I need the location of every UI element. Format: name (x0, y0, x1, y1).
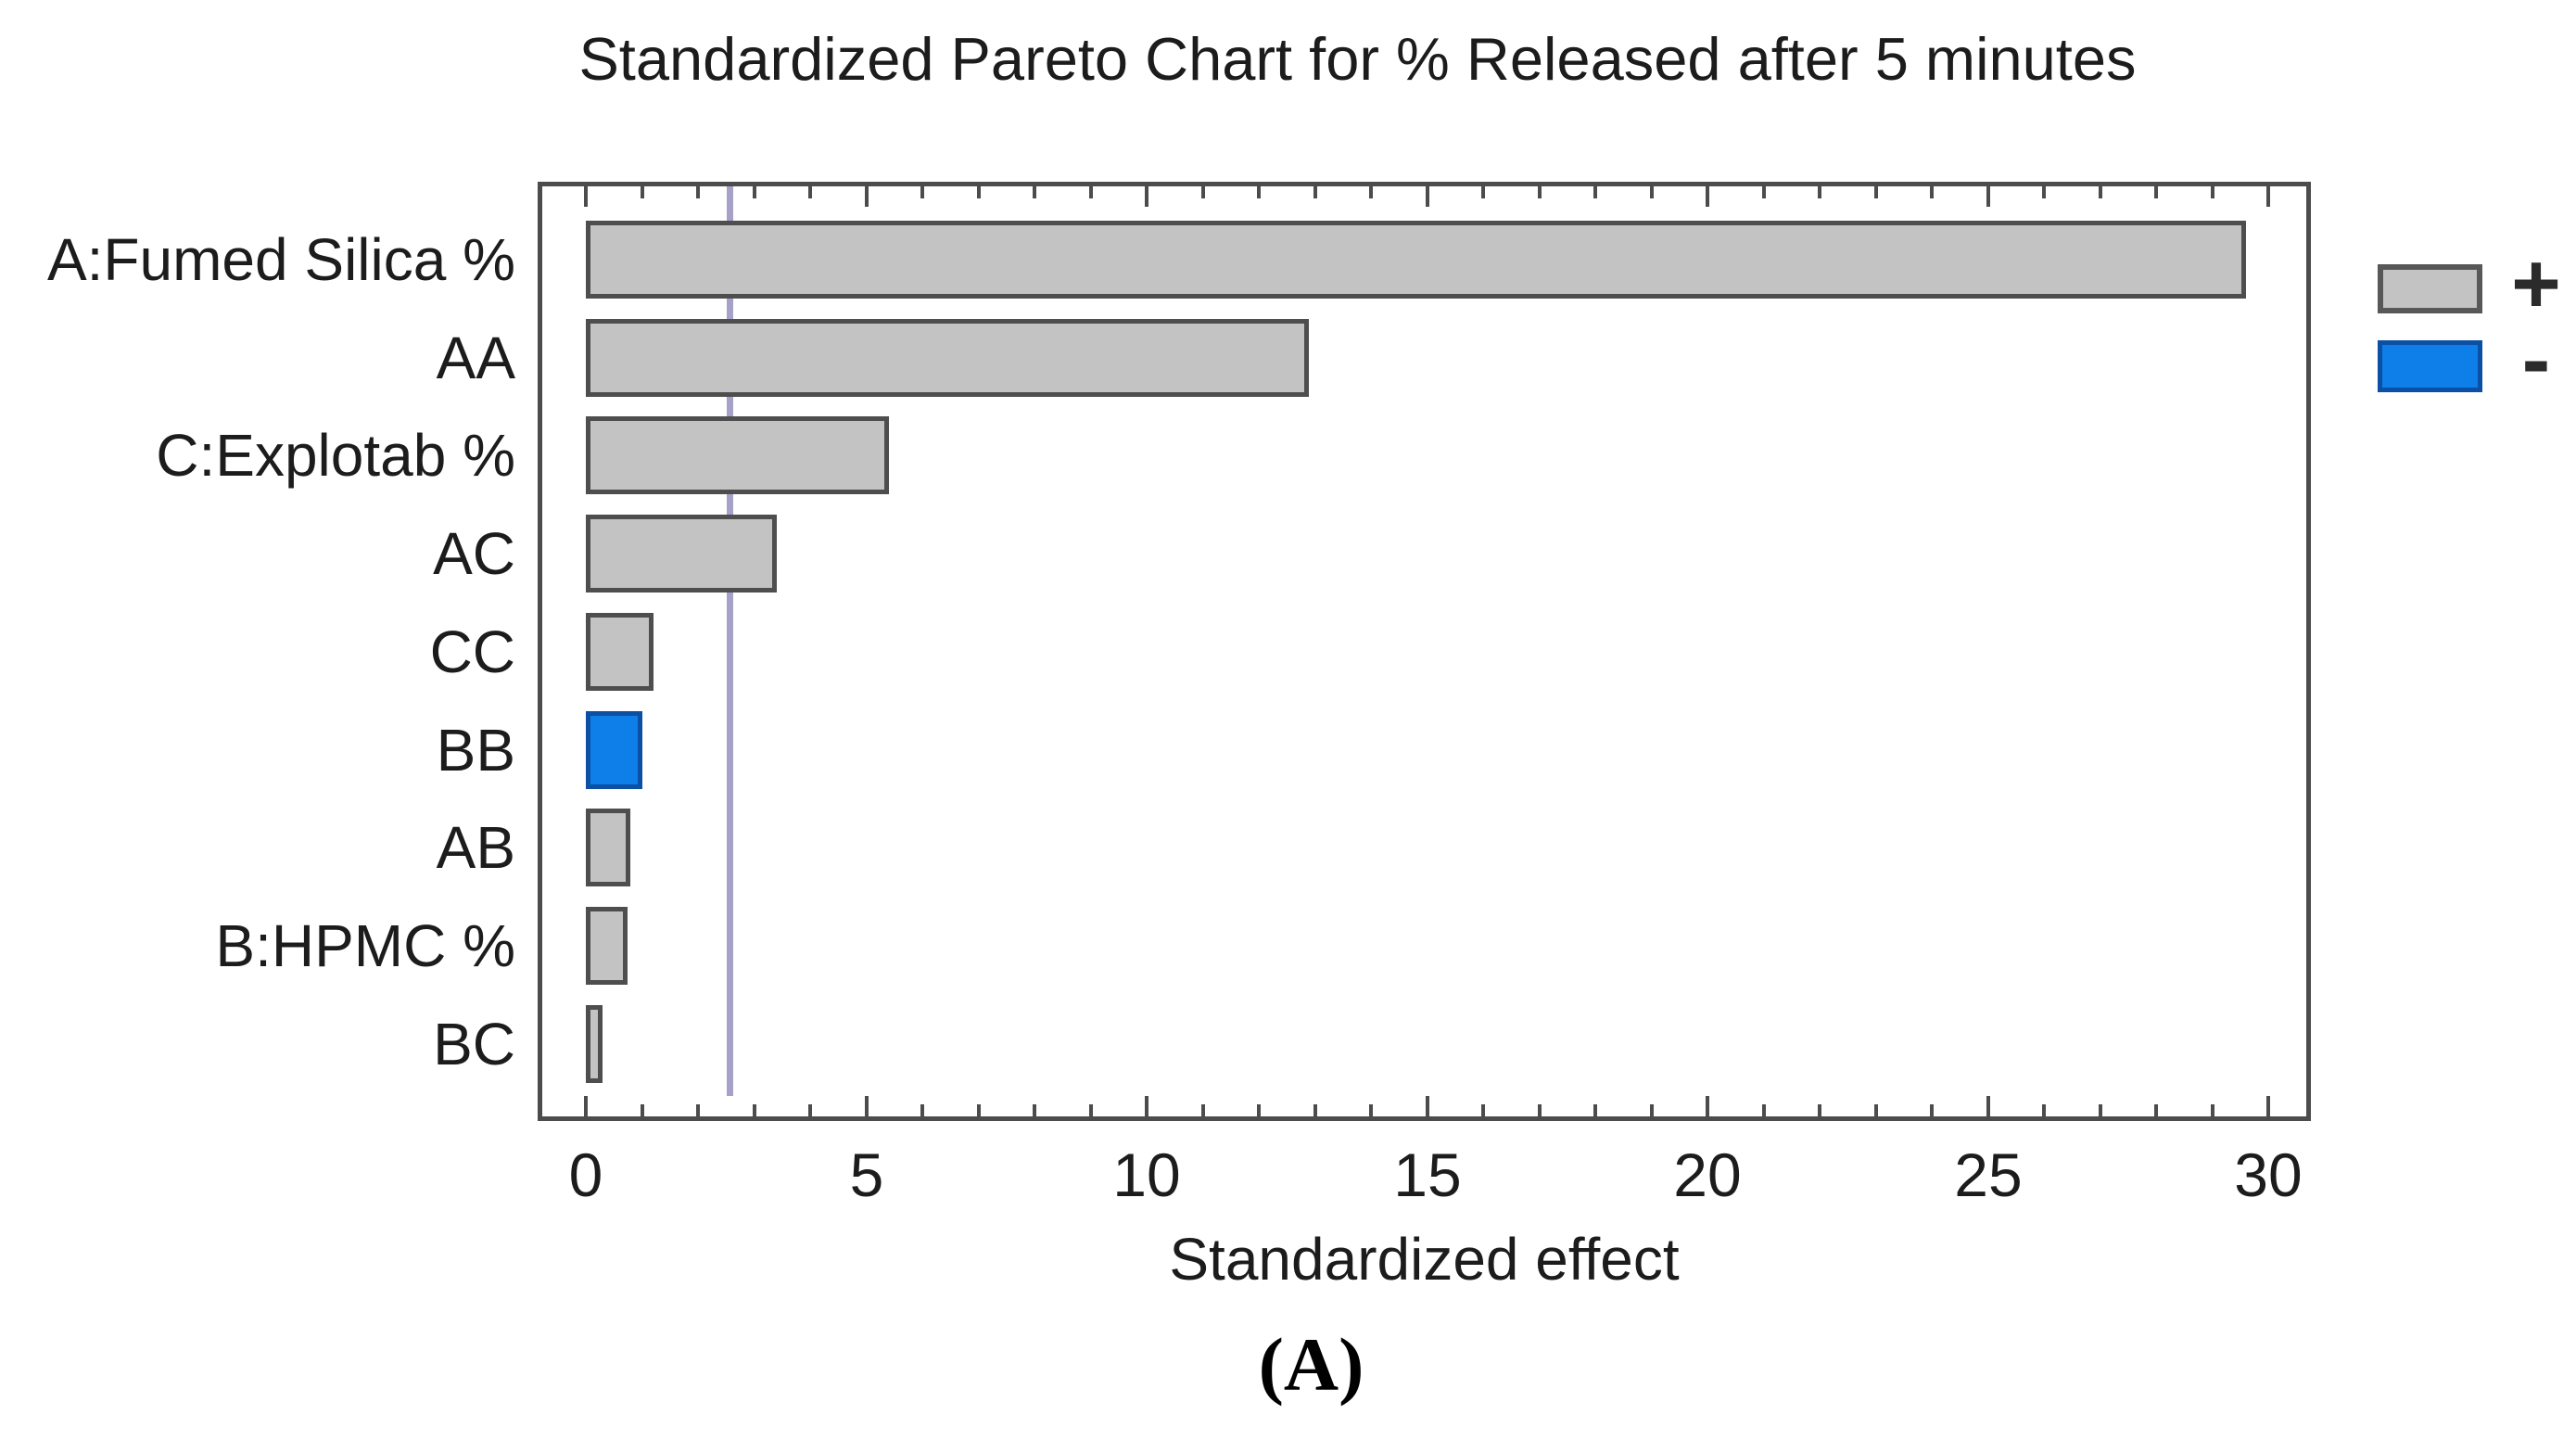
minor-tick-bottom-17 (1538, 1104, 1542, 1116)
major-tick-bottom-30 (2266, 1096, 2270, 1116)
legend-swatch-positive (2378, 264, 2482, 313)
x-tick-label-15: 15 (1393, 1141, 1462, 1209)
major-tick-bottom-25 (1986, 1096, 1990, 1116)
minor-tick-top-26 (2042, 186, 2046, 198)
bar-BB (586, 710, 642, 789)
y-axis-label-CC: CC (429, 618, 515, 685)
minor-tick-top-6 (920, 186, 924, 198)
minor-tick-bottom-19 (1650, 1104, 1654, 1116)
x-tick-label-10: 10 (1112, 1141, 1181, 1209)
y-axis-label-AA: AA (436, 324, 515, 391)
major-tick-top-15 (1426, 186, 1429, 207)
minor-tick-bottom-24 (1930, 1104, 1934, 1116)
y-axis-label-B-HPMC-: B:HPMC % (215, 911, 515, 979)
minor-tick-top-7 (977, 186, 981, 198)
minor-tick-top-1 (641, 186, 644, 198)
minor-tick-bottom-8 (1033, 1104, 1036, 1116)
minor-tick-top-16 (1481, 186, 1485, 198)
minor-tick-bottom-22 (1818, 1104, 1821, 1116)
minor-tick-bottom-2 (696, 1104, 700, 1116)
minor-tick-top-21 (1762, 186, 1766, 198)
minor-tick-top-19 (1650, 186, 1654, 198)
y-axis-label-BB: BB (436, 716, 515, 784)
minor-tick-top-8 (1033, 186, 1036, 198)
minor-tick-top-13 (1313, 186, 1317, 198)
minor-tick-top-14 (1369, 186, 1373, 198)
x-tick-label-25: 25 (1954, 1141, 2023, 1209)
minor-tick-bottom-21 (1762, 1104, 1766, 1116)
major-tick-top-30 (2266, 186, 2270, 207)
minor-tick-bottom-3 (753, 1104, 756, 1116)
bar-AC (586, 515, 777, 593)
minor-tick-top-18 (1593, 186, 1597, 198)
x-tick-label-30: 30 (2234, 1141, 2303, 1209)
major-tick-bottom-20 (1706, 1096, 1709, 1116)
major-tick-bottom-5 (865, 1096, 869, 1116)
chart-title: Standardized Pareto Chart for % Released… (578, 25, 2137, 93)
y-axis-label-AB: AB (436, 814, 515, 882)
legend-label-positive: + (2511, 236, 2561, 331)
major-tick-bottom-15 (1426, 1096, 1429, 1116)
minor-tick-bottom-7 (977, 1104, 981, 1116)
x-tick-label-5: 5 (849, 1141, 884, 1209)
major-tick-top-20 (1706, 186, 1709, 207)
major-tick-top-10 (1145, 186, 1148, 207)
bar-B-HPMC- (586, 906, 628, 985)
minor-tick-top-29 (2211, 186, 2214, 198)
minor-tick-top-22 (1818, 186, 1821, 198)
minor-tick-bottom-26 (2042, 1104, 2046, 1116)
minor-tick-bottom-29 (2211, 1104, 2214, 1116)
major-tick-top-25 (1986, 186, 1990, 207)
minor-tick-bottom-28 (2154, 1104, 2158, 1116)
legend-label-negative: - (2521, 312, 2551, 407)
major-tick-bottom-0 (584, 1096, 588, 1116)
minor-tick-bottom-16 (1481, 1104, 1485, 1116)
bar-AA (586, 318, 1309, 397)
major-tick-top-5 (865, 186, 869, 207)
major-tick-bottom-10 (1145, 1096, 1148, 1116)
bar-CC (586, 612, 654, 691)
minor-tick-top-23 (1874, 186, 1878, 198)
minor-tick-top-11 (1201, 186, 1205, 198)
y-axis-label-BC: BC (433, 1010, 515, 1077)
x-axis-label: Standardized effect (1169, 1226, 1680, 1293)
minor-tick-top-28 (2154, 186, 2158, 198)
minor-tick-bottom-23 (1874, 1104, 1878, 1116)
minor-tick-bottom-13 (1313, 1104, 1317, 1116)
minor-tick-top-27 (2099, 186, 2102, 198)
minor-tick-top-17 (1538, 186, 1542, 198)
minor-tick-bottom-12 (1257, 1104, 1261, 1116)
minor-tick-top-2 (696, 186, 700, 198)
minor-tick-top-3 (753, 186, 756, 198)
minor-tick-bottom-6 (920, 1104, 924, 1116)
y-axis-label-C-Explotab-: C:Explotab % (156, 422, 515, 490)
bar-AB (586, 809, 630, 887)
plot-area (538, 182, 2311, 1121)
minor-tick-top-4 (808, 186, 812, 198)
minor-tick-bottom-1 (641, 1104, 644, 1116)
x-tick-label-0: 0 (568, 1141, 603, 1209)
significance-reference-line (727, 186, 733, 1096)
x-tick-label-20: 20 (1673, 1141, 1742, 1209)
legend-swatch-negative (2378, 340, 2482, 392)
bar-C-Explotab- (586, 416, 889, 495)
minor-tick-top-24 (1930, 186, 1934, 198)
minor-tick-bottom-4 (808, 1104, 812, 1116)
major-tick-top-0 (584, 186, 588, 207)
minor-tick-bottom-11 (1201, 1104, 1205, 1116)
minor-tick-bottom-14 (1369, 1104, 1373, 1116)
bar-BC (586, 1004, 603, 1083)
minor-tick-bottom-27 (2099, 1104, 2102, 1116)
minor-tick-top-9 (1089, 186, 1093, 198)
figure-caption: (A) (1258, 1322, 1364, 1407)
y-axis-label-A-Fumed-Silica-: A:Fumed Silica % (46, 226, 515, 293)
minor-tick-bottom-9 (1089, 1104, 1093, 1116)
y-axis-label-AC: AC (433, 520, 515, 588)
minor-tick-bottom-18 (1593, 1104, 1597, 1116)
minor-tick-top-12 (1257, 186, 1261, 198)
bar-A-Fumed-Silica- (586, 221, 2246, 299)
